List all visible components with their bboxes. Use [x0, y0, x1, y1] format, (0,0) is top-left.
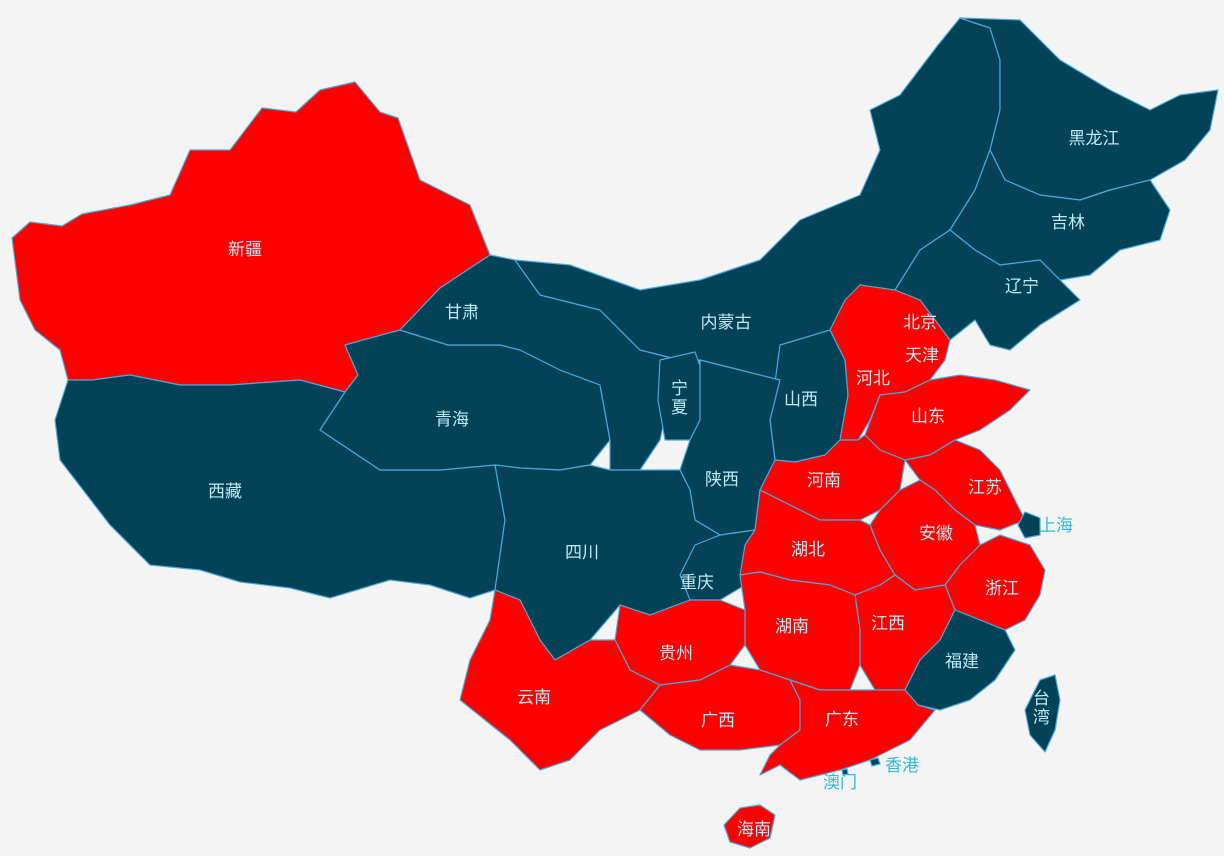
region-hainan[interactable]: [723, 804, 776, 849]
region-xianggang[interactable]: [869, 757, 881, 767]
region-taiwan[interactable]: [1024, 674, 1061, 753]
region-shanghai[interactable]: [1017, 511, 1041, 539]
region-shanxi[interactable]: [769, 329, 849, 463]
region-zhejiang[interactable]: [944, 534, 1046, 631]
region-label-xianggang: 香港: [885, 756, 919, 776]
region-aomen[interactable]: [841, 768, 849, 776]
region-guangdong[interactable]: [759, 679, 936, 781]
region-label-shanghai: 上海: [1039, 516, 1073, 536]
region-fujian[interactable]: [904, 609, 1016, 711]
region-label-aomen: 澳门: [823, 773, 857, 793]
